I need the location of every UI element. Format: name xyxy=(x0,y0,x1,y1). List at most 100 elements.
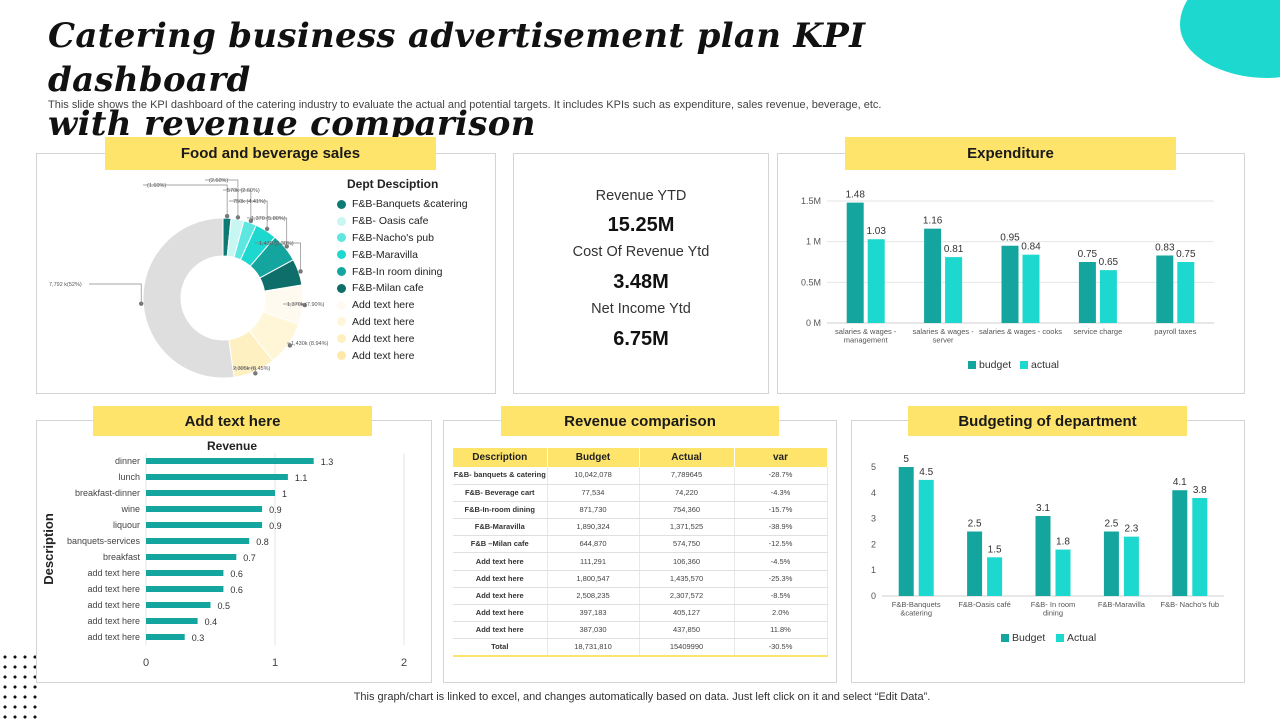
legend-swatch xyxy=(1001,634,1009,642)
table-cell: 77,534 xyxy=(547,484,640,502)
bar-value-label: 3.8 xyxy=(1193,485,1207,496)
legend-label: budget xyxy=(979,359,1011,371)
table-cell: 7,789645 xyxy=(639,467,735,485)
y-tick-label: breakfast xyxy=(103,552,141,562)
bar xyxy=(146,634,185,640)
table-row: F&B- Beverage cart 77,534 74,220 -4.3% xyxy=(453,484,828,502)
legend-label: F&B- Oasis cafe xyxy=(352,215,429,228)
revenue-ytd-value: 15.25M xyxy=(607,214,675,236)
cost-of-revenue-label: Cost Of Revenue Ytd xyxy=(572,244,710,260)
bar xyxy=(945,257,963,323)
table-cell: -30.5% xyxy=(734,638,828,658)
bar xyxy=(146,602,211,608)
table-cell: 387,030 xyxy=(547,621,640,640)
leader-dot xyxy=(235,215,241,220)
legend-swatch xyxy=(337,317,346,327)
bar xyxy=(846,202,864,323)
table-cell: F&B-In-room dining xyxy=(453,501,548,520)
x-tick-label: F&B-Banquets &catering xyxy=(892,600,941,618)
table-header-cell: Description xyxy=(453,448,548,467)
table-row: F&B –Milan cafe 644,870 574,750 -12.5% xyxy=(453,535,828,554)
bar-value-label: 1.5 xyxy=(988,544,1002,555)
table-cell: 11.8% xyxy=(734,621,828,640)
bar-value-label: 0.65 xyxy=(1099,257,1119,268)
table-cell: 574,750 xyxy=(639,535,735,554)
table-cell: 1,800,547 xyxy=(547,570,640,588)
bar xyxy=(1099,270,1117,323)
x-tick-label: payroll taxes xyxy=(1154,327,1196,336)
decorative-dot-grid xyxy=(0,652,40,720)
legend-swatch xyxy=(337,300,346,310)
bar-value-label: 1.3 xyxy=(321,457,334,467)
slice-annotation: 7,792 k(52%) xyxy=(49,282,82,288)
x-tick-label: 0 xyxy=(143,657,149,669)
y-tick-label: 5 xyxy=(871,462,876,472)
net-income-label: Net Income Ytd xyxy=(591,301,691,317)
legend-item: F&B-In room dining xyxy=(337,263,487,280)
bar xyxy=(1177,262,1195,323)
kpi-panel xyxy=(513,153,769,394)
legend-swatch xyxy=(1056,634,1064,642)
table-cell: Total xyxy=(453,638,548,658)
y-tick-label: 0.5M xyxy=(801,277,821,287)
budgeting-tag: Budgeting of department xyxy=(908,406,1187,436)
table-cell: 74,220 xyxy=(639,484,735,502)
y-tick-label: 1 xyxy=(871,565,876,575)
bar xyxy=(146,458,314,464)
bar-value-label: 1.48 xyxy=(845,190,865,201)
leader-line xyxy=(89,283,142,304)
bar xyxy=(1156,255,1174,323)
legend-item: Add text here xyxy=(337,297,487,314)
y-tick-label: add text here xyxy=(87,632,140,642)
bar xyxy=(898,467,914,596)
expenditure-tag: Expenditure xyxy=(845,137,1176,170)
legend-swatch xyxy=(337,351,346,361)
table-cell: -4.3% xyxy=(734,484,828,502)
legend-item: F&B-Banquets &catering xyxy=(337,196,487,213)
slice-annotation: (2.60%) xyxy=(209,178,228,184)
table-row: Add text here 397,183 405,127 2.0% xyxy=(453,604,828,623)
bar-value-label: 0.7 xyxy=(243,553,256,563)
leader-line xyxy=(223,189,252,221)
leader-line xyxy=(143,184,228,217)
page-title: Catering business advertisement plan KPI… xyxy=(48,14,1068,146)
legend-label: Add text here xyxy=(352,349,415,362)
y-tick-label: 2 xyxy=(871,539,876,549)
slice-annotation: 1,370k (7.90%) xyxy=(287,302,324,308)
bar-value-label: 0.81 xyxy=(944,244,964,255)
leader-dot xyxy=(287,343,293,348)
table-cell: 871,730 xyxy=(547,501,640,520)
bar xyxy=(146,474,288,480)
y-tick-label: add text here xyxy=(87,616,140,626)
legend-label: F&B-In room dining xyxy=(352,265,443,278)
legend-title: Dept Desciption xyxy=(347,177,439,191)
footer-note: This graph/chart is linked to excel, and… xyxy=(353,691,931,703)
bar-value-label: 0.75 xyxy=(1078,249,1098,260)
y-tick-label: 0 xyxy=(871,591,876,601)
bar-value-label: 5 xyxy=(903,454,909,465)
y-tick-label: breakfast-dinner xyxy=(75,488,140,498)
legend-item: F&B- Oasis cafe xyxy=(337,213,487,230)
food-beverage-legend: Dept Desciption F&B-Banquets &catering F&… xyxy=(337,177,487,364)
bar-value-label: 0.5 xyxy=(218,601,231,611)
table-cell: 2.0% xyxy=(734,604,828,623)
revenue-tag: Add text here xyxy=(93,406,372,436)
y-tick-label: 1.5M xyxy=(801,196,821,206)
food-beverage-donut-chart: (1.60%) (2.60%) 570k (2.60%) 750k (4.41%) 1,… xyxy=(49,178,328,379)
bar-value-label: 4.5 xyxy=(919,467,933,478)
table-cell: -28.7% xyxy=(734,467,828,485)
bar xyxy=(1001,245,1019,323)
bar-value-label: 1.03 xyxy=(866,226,886,237)
table-cell: 437,850 xyxy=(639,621,735,640)
leader-line xyxy=(255,242,301,272)
bar xyxy=(146,618,198,624)
x-tick-label: 2 xyxy=(401,657,407,669)
slice-annotation: (1.60%) xyxy=(147,183,166,189)
bar xyxy=(146,554,237,560)
table-cell: -15.7% xyxy=(734,501,828,520)
leader-line xyxy=(229,200,268,229)
donut-slice xyxy=(142,217,235,379)
y-tick-label: banquets-services xyxy=(67,536,141,546)
table-row: F&B- banquets & catering 10,042,078 7,7896… xyxy=(453,467,828,485)
table-cell: -8.5% xyxy=(734,587,828,606)
